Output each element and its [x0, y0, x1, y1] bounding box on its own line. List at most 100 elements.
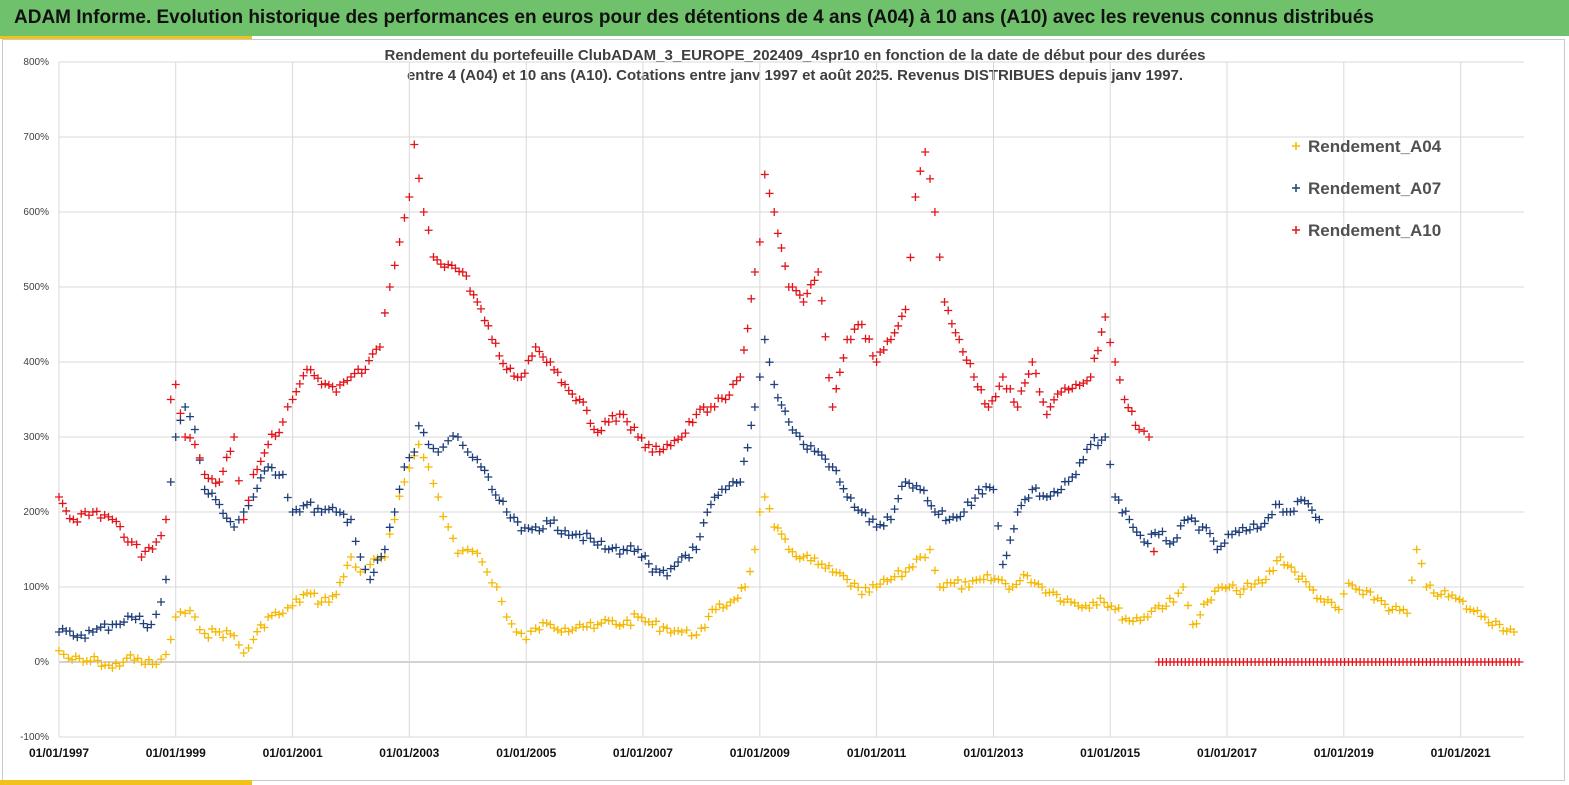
- data-point: [288, 395, 297, 404]
- data-point: [1097, 328, 1106, 337]
- data-point: [157, 655, 166, 664]
- data-point: [92, 507, 101, 516]
- data-point: [249, 635, 258, 644]
- data-point: [395, 485, 404, 494]
- data-point: [283, 603, 292, 612]
- data-point: [715, 600, 724, 609]
- legend-label: Rendement_A04: [1308, 137, 1442, 156]
- data-point: [1358, 590, 1367, 599]
- data-point: [725, 391, 734, 400]
- data-point: [271, 432, 280, 441]
- data-point: [264, 440, 273, 449]
- data-point: [839, 353, 848, 362]
- data-point: [1228, 530, 1237, 539]
- y-tick-label: 600%: [23, 207, 49, 218]
- data-point: [1162, 602, 1171, 611]
- data-point: [1111, 605, 1120, 614]
- data-point: [405, 453, 414, 462]
- data-point: [230, 523, 239, 531]
- data-point: [332, 388, 341, 396]
- data-point: [343, 376, 352, 385]
- data-point: [1042, 493, 1051, 501]
- data-point: [195, 453, 204, 462]
- data-point: [901, 478, 910, 486]
- data-point: [176, 607, 185, 616]
- data-point: [846, 493, 855, 502]
- data-point: [728, 380, 737, 389]
- data-point: [264, 613, 273, 621]
- data-point: [677, 553, 686, 561]
- data-point: [495, 496, 504, 505]
- data-point: [846, 335, 855, 344]
- data-point: [890, 328, 899, 337]
- data-point: [795, 291, 804, 300]
- data-point: [861, 583, 870, 592]
- data-point: [732, 479, 741, 487]
- data-point: [1136, 616, 1145, 625]
- data-point: [55, 646, 63, 655]
- data-point: [832, 384, 841, 393]
- data-point: [373, 556, 382, 565]
- x-axis-ticks: 01/01/1997 01/01/1999 01/01/2001 01/01/2003…: [29, 746, 1491, 760]
- data-point: [520, 369, 529, 378]
- data-point: [1315, 515, 1324, 524]
- data-point: [1101, 433, 1110, 441]
- data-point: [1121, 507, 1130, 516]
- data-point: [90, 652, 99, 661]
- data-point: [453, 549, 462, 558]
- data-point: [593, 428, 602, 437]
- data-point: [499, 359, 508, 368]
- data-point: [253, 465, 262, 474]
- data-point: [901, 568, 910, 576]
- data-point: [260, 448, 269, 457]
- data-point: [253, 627, 262, 636]
- data-point: [1276, 553, 1285, 561]
- data-point: [1016, 576, 1024, 585]
- data-point: [974, 485, 983, 494]
- data-point: [313, 374, 322, 383]
- data-point: [765, 189, 774, 198]
- data-point: [857, 590, 866, 599]
- data-point: [1129, 617, 1138, 626]
- data-point: [730, 595, 739, 604]
- data-point: [755, 508, 764, 516]
- data-point: [626, 541, 635, 550]
- data-point: [1395, 606, 1404, 615]
- data-point: [1245, 525, 1254, 534]
- data-point: [1086, 373, 1095, 381]
- data-point: [81, 634, 90, 643]
- x-tick-label: 01/01/2019: [1314, 746, 1374, 760]
- data-point: [1020, 378, 1029, 387]
- data-point: [1136, 531, 1145, 540]
- data-point: [449, 534, 458, 543]
- data-point: [711, 605, 720, 614]
- data-point: [747, 421, 756, 430]
- data-point: [380, 308, 389, 317]
- data-point: [161, 575, 170, 584]
- data-point: [949, 512, 958, 521]
- data-point: [1309, 585, 1318, 594]
- data-points: [55, 140, 1524, 672]
- data-point: [1068, 384, 1077, 393]
- data-point: [190, 440, 199, 449]
- data-point: [208, 474, 217, 483]
- data-point: [275, 471, 284, 480]
- x-tick-label: 01/01/2001: [263, 746, 323, 760]
- data-point: [148, 545, 157, 554]
- data-point: [739, 457, 748, 466]
- data-point: [688, 418, 697, 427]
- data-point: [568, 390, 577, 399]
- data-point: [1151, 528, 1160, 537]
- data-point: [502, 508, 511, 516]
- data-point: [62, 506, 71, 515]
- data-point: [670, 562, 679, 571]
- data-point: [317, 380, 326, 389]
- data-point: [526, 627, 535, 636]
- data-point: [964, 583, 973, 591]
- data-point: [561, 380, 570, 389]
- data-point: [962, 356, 971, 365]
- data-point: [1480, 613, 1489, 621]
- data-point: [955, 335, 964, 344]
- data-point: [792, 428, 801, 437]
- data-point: [692, 630, 701, 639]
